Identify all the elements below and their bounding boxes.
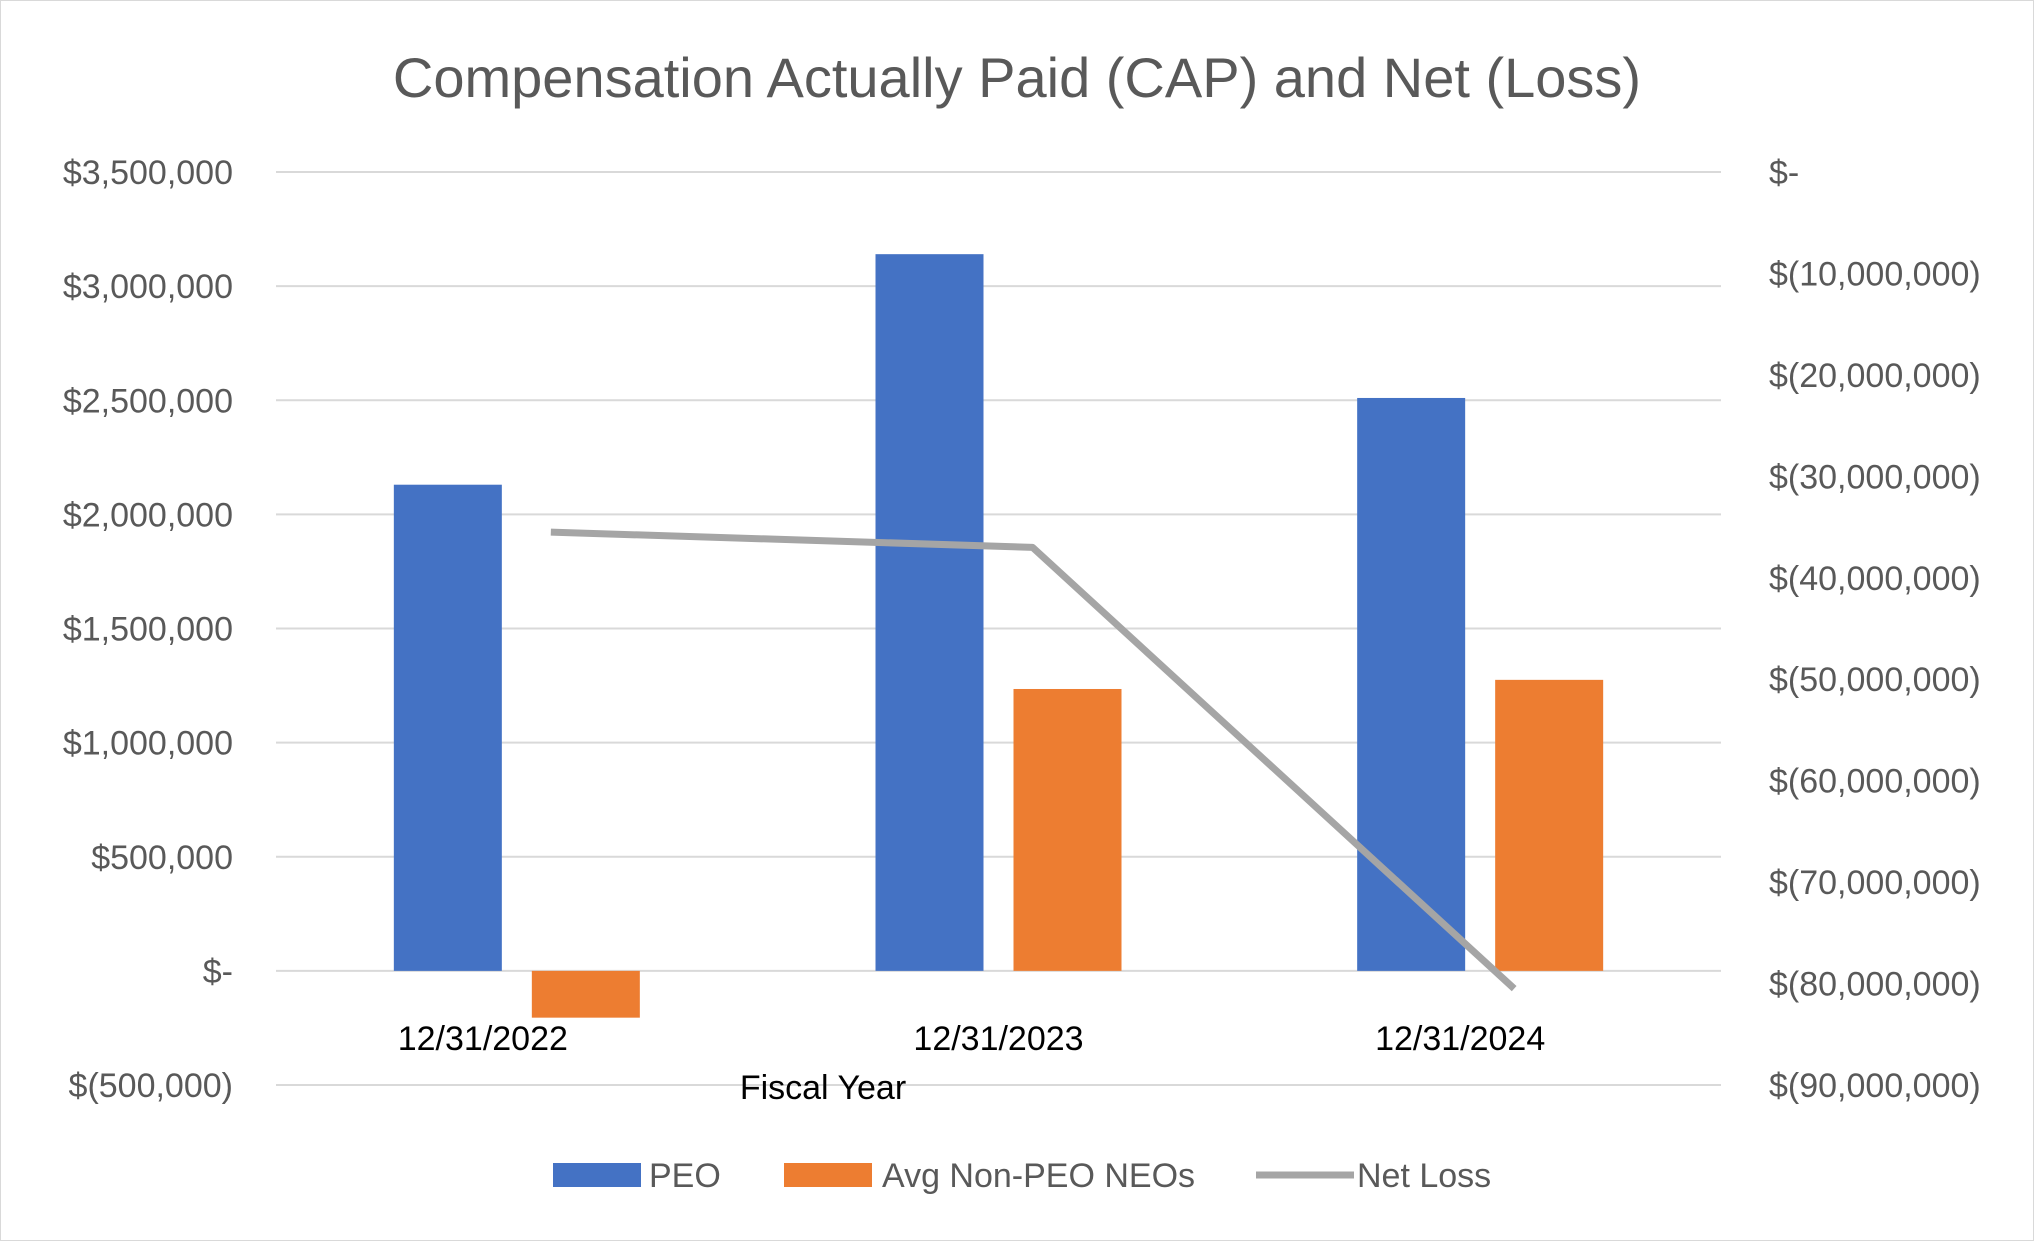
line-net-loss [550, 528, 1517, 992]
legend-label: Avg Non-PEO NEOs [882, 1157, 1195, 1195]
left-tick-label: $(500,000) [69, 1067, 233, 1105]
right-tick-label: $(80,000,000) [1769, 966, 1981, 1004]
category-label: 12/31/2023 [913, 1020, 1083, 1058]
left-tick-label: $2,500,000 [63, 382, 233, 420]
legend-swatch [784, 1163, 872, 1187]
category-labels: 12/31/2022 12/31/2023 12/31/2024 [398, 1020, 1546, 1058]
gridlines [276, 171, 1721, 1086]
x-axis-title: Fiscal Year [740, 1069, 906, 1107]
legend-label: Net Loss [1357, 1157, 1491, 1195]
right-axis-ticks: $- $(10,000,000) $(20,000,000) $(30,000,000… [1769, 154, 1981, 1105]
bar-peo-2 [1357, 397, 1466, 971]
left-tick-label: $- [203, 953, 233, 991]
bar-avg-non-peo-neos-2 [1495, 679, 1604, 971]
right-tick-label: $(40,000,000) [1769, 560, 1981, 598]
left-tick-label: $2,000,000 [63, 496, 233, 534]
right-tick-label: $(60,000,000) [1769, 763, 1981, 801]
category-label: 12/31/2022 [398, 1020, 568, 1058]
left-tick-label: $500,000 [91, 839, 233, 877]
category-label: 12/31/2024 [1375, 1020, 1545, 1058]
right-tick-label: $(20,000,000) [1769, 357, 1981, 395]
bar-series [393, 254, 1604, 1018]
left-tick-label: $1,000,000 [63, 725, 233, 763]
legend-swatch [553, 1163, 641, 1187]
line-series [550, 528, 1517, 992]
right-tick-label: $(70,000,000) [1769, 864, 1981, 902]
bar-peo-0 [393, 484, 502, 971]
right-tick-label: $(30,000,000) [1769, 458, 1981, 496]
right-tick-label: $- [1769, 154, 1799, 192]
left-tick-label: $1,500,000 [63, 611, 233, 649]
left-tick-label: $3,500,000 [63, 154, 233, 192]
right-tick-label: $(10,000,000) [1769, 255, 1981, 293]
legend-label: PEO [649, 1157, 721, 1195]
bar-avg-non-peo-neos-0 [531, 970, 640, 1018]
bar-avg-non-peo-neos-1 [1013, 688, 1122, 971]
left-tick-label: $3,000,000 [63, 268, 233, 306]
legend: PEO Avg Non-PEO NEOs Net Loss [553, 1157, 1491, 1195]
chart-title: Compensation Actually Paid (CAP) and Net… [393, 46, 1641, 109]
right-tick-label: $(50,000,000) [1769, 661, 1981, 699]
right-tick-label: $(90,000,000) [1769, 1067, 1981, 1105]
left-axis-ticks: $3,500,000 $3,000,000 $2,500,000 $2,000,000… [63, 154, 233, 1105]
bar-peo-1 [875, 254, 984, 971]
